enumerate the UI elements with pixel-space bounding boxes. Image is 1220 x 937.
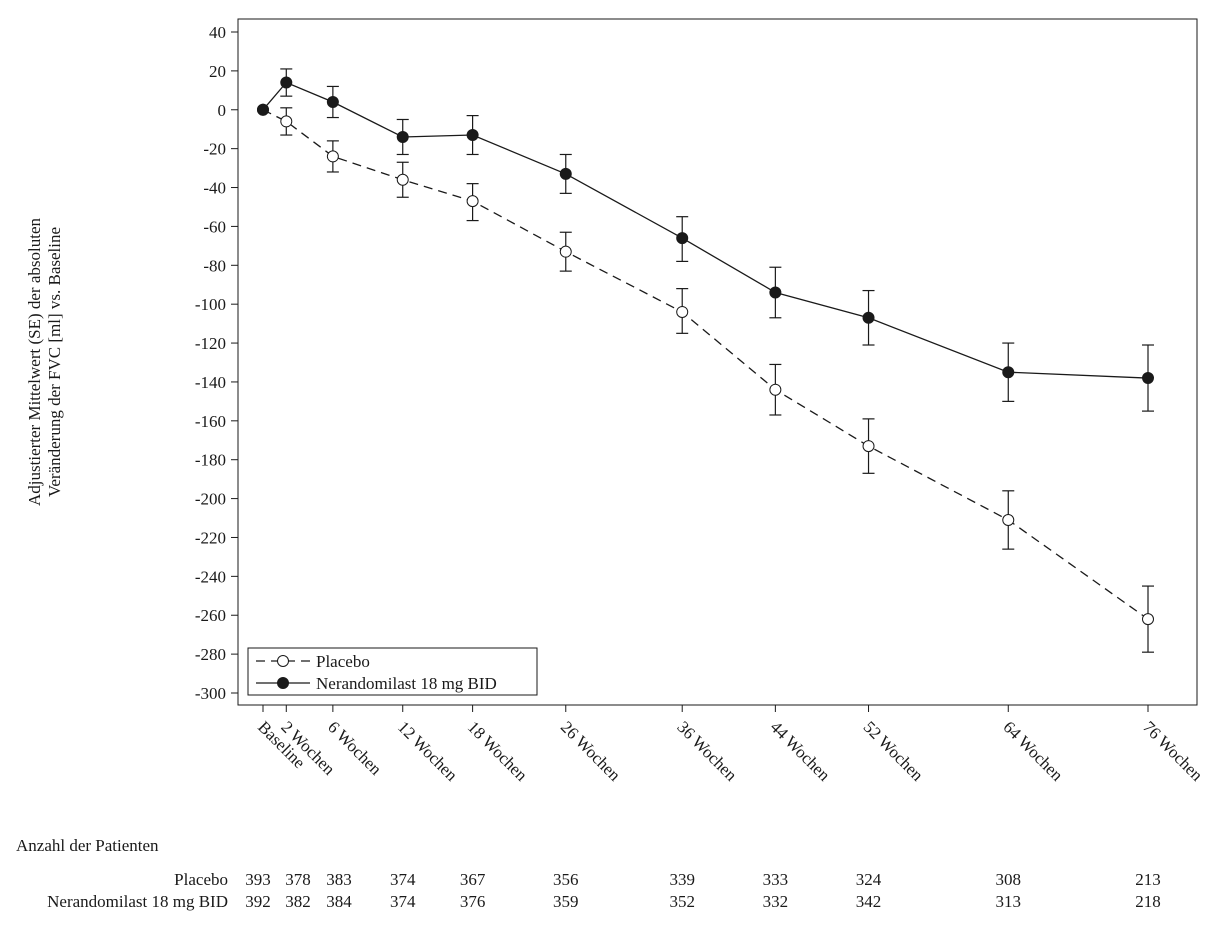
legend-placebo-marker bbox=[277, 655, 289, 667]
nerandomilast-point bbox=[1142, 372, 1154, 385]
risk-count-cell: 356 bbox=[553, 870, 579, 889]
risk-count-cell: 342 bbox=[855, 892, 882, 911]
placebo-point bbox=[559, 245, 572, 258]
nerandomilast-point bbox=[676, 232, 689, 245]
nerandomilast-point bbox=[396, 130, 409, 143]
legend-nerandomilast-marker bbox=[277, 677, 289, 689]
y-tick-label: -220 bbox=[195, 528, 226, 547]
y-tick-label: -80 bbox=[203, 256, 226, 275]
risk-count-cell: 308 bbox=[995, 870, 1022, 889]
y-tick-label: 40 bbox=[209, 23, 226, 42]
placebo-point bbox=[280, 115, 293, 128]
x-tick-label: 18 Wochen bbox=[464, 717, 532, 785]
risk-count-cell: 374 bbox=[389, 892, 416, 911]
placebo-point bbox=[769, 383, 782, 396]
y-tick-label: -180 bbox=[195, 451, 226, 470]
risk-count-cell: 313 bbox=[995, 892, 1022, 911]
y-tick-label: -60 bbox=[203, 217, 226, 236]
x-tick-label: 26 Wochen bbox=[557, 717, 625, 785]
placebo-point bbox=[1142, 613, 1154, 626]
risk-count-cell: 218 bbox=[1135, 892, 1161, 911]
risk-table-title: Anzahl der Patienten bbox=[16, 836, 159, 855]
risk-count-cell: 352 bbox=[669, 892, 695, 911]
x-tick-label: 36 Wochen bbox=[673, 717, 741, 785]
y-axis: 40 20 0 -20 -40 -60 -80 -100 -120 -140 -160 -180 -20… bbox=[195, 23, 238, 703]
y-tick-label: -240 bbox=[195, 567, 226, 586]
placebo-point bbox=[326, 150, 339, 163]
risk-count-cell: 383 bbox=[326, 870, 352, 889]
y-tick-label: -120 bbox=[195, 334, 226, 353]
risk-count-cell: 332 bbox=[762, 892, 789, 911]
y-tick-label: 0 bbox=[218, 101, 227, 120]
risk-count-cell: 324 bbox=[855, 870, 882, 889]
x-tick-label: 44 Wochen bbox=[767, 717, 835, 785]
placebo-series-line bbox=[262, 109, 1149, 620]
plot-frame bbox=[237, 18, 1198, 706]
risk-row-label: Placebo bbox=[174, 870, 228, 889]
y-axis-title: Adjustierter Mittelwert (SE) der absolut… bbox=[25, 218, 64, 506]
risk-count-cell: 374 bbox=[389, 870, 416, 889]
y-tick-label: -200 bbox=[195, 490, 226, 509]
placebo-point bbox=[396, 173, 409, 186]
nerandomilast-point bbox=[466, 129, 479, 142]
legend-nerandomilast-label: Nerandomilast 18 mg BID bbox=[316, 674, 497, 693]
y-axis-title-line1: Adjustierter Mittelwert (SE) der absolut… bbox=[25, 218, 44, 506]
nerandomilast-point bbox=[862, 311, 875, 324]
nerandomilast-point bbox=[326, 95, 339, 108]
y-tick-label: -260 bbox=[195, 606, 226, 625]
risk-count-cell: 384 bbox=[326, 892, 352, 911]
nerandomilast-point bbox=[559, 167, 572, 180]
y-tick-label: -20 bbox=[203, 140, 226, 159]
y-axis-title-line2: Veränderung der FVC [ml] vs. Baseline bbox=[45, 227, 64, 497]
y-tick-label: -160 bbox=[195, 412, 226, 431]
risk-count-cell: 382 bbox=[285, 892, 311, 911]
risk-count-cell: 339 bbox=[669, 870, 695, 889]
x-tick-label: 12 Wochen bbox=[394, 717, 462, 785]
nerandomilast-point bbox=[280, 76, 293, 89]
y-tick-label: -280 bbox=[195, 645, 226, 664]
legend-placebo-label: Placebo bbox=[316, 652, 370, 671]
nerandomilast-point bbox=[769, 286, 782, 299]
y-tick-label: 20 bbox=[209, 62, 226, 81]
legend-box bbox=[247, 647, 538, 696]
risk-row-label: Nerandomilast 18 mg BID bbox=[47, 892, 228, 911]
placebo-point bbox=[1002, 513, 1015, 526]
legend: Placebo Nerandomilast 18 mg BID bbox=[247, 647, 538, 696]
x-tick-label: 64 Wochen bbox=[999, 717, 1067, 785]
risk-count-cell: 367 bbox=[459, 870, 486, 889]
x-tick-label: 52 Wochen bbox=[860, 717, 928, 785]
y-tick-label: -40 bbox=[203, 179, 226, 198]
y-tick-label: -100 bbox=[195, 295, 226, 314]
y-tick-label: -300 bbox=[195, 684, 226, 703]
placebo-point bbox=[466, 195, 479, 208]
risk-count-cell: 359 bbox=[553, 892, 579, 911]
placebo-point bbox=[676, 305, 689, 318]
risk-count-cell: 333 bbox=[762, 870, 789, 889]
nerandomilast-point bbox=[257, 103, 269, 116]
risk-count-cell: 213 bbox=[1135, 870, 1161, 889]
nerandomilast-point bbox=[1002, 366, 1015, 379]
x-tick-label: 76 Wochen bbox=[1139, 717, 1207, 785]
risk-count-cell: 376 bbox=[459, 892, 486, 911]
series-layer bbox=[257, 68, 1154, 653]
y-tick-label: -140 bbox=[195, 373, 226, 392]
risk-count-cell: 393 bbox=[245, 870, 271, 889]
nerandomilast-series-line bbox=[262, 81, 1149, 379]
risk-count-cell: 378 bbox=[285, 870, 311, 889]
risk-count-cell: 392 bbox=[245, 892, 271, 911]
placebo-point bbox=[862, 440, 875, 453]
